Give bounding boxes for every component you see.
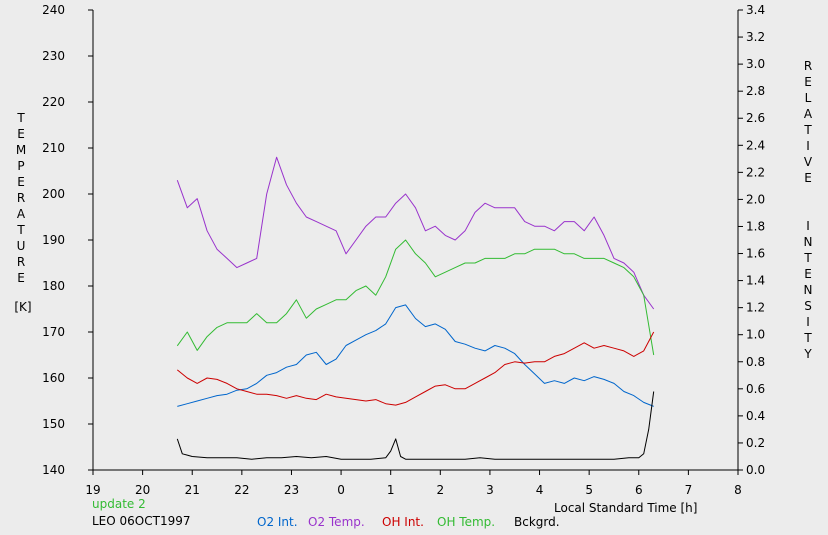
y-left-tick-label: 150 — [42, 417, 65, 431]
x-tick-label: 6 — [635, 483, 643, 497]
x-tick-label: 23 — [284, 483, 299, 497]
y-right-tick-label: 2.4 — [746, 138, 765, 152]
x-tick-label: 5 — [585, 483, 593, 497]
y-left-tick-label: 170 — [42, 325, 65, 339]
y-right-tick-label: 1.8 — [746, 219, 765, 233]
y-left-tick-label: 210 — [42, 141, 65, 155]
x-tick-label: 22 — [234, 483, 249, 497]
y-right-tick-label: 3.2 — [746, 30, 765, 44]
y-left-unit: [K] — [14, 300, 32, 314]
x-tick-label: 8 — [734, 483, 742, 497]
x-tick-label: 3 — [486, 483, 494, 497]
x-tick-label: 21 — [185, 483, 200, 497]
series-layer — [176, 156, 655, 460]
series-line-bckgrd — [176, 391, 655, 460]
y-left-tick-label: 220 — [42, 95, 65, 109]
y-right-tick-label: 3.0 — [746, 57, 765, 71]
y-left-tick-label: 180 — [42, 279, 65, 293]
series-line-oh-temp — [176, 239, 655, 356]
y-right-tick-label: 2.2 — [746, 165, 765, 179]
y-right-tick-label: 0.8 — [746, 355, 765, 369]
series-line-o2-int — [177, 304, 654, 407]
legend-entry-bckgrd: Bckgrd. — [514, 515, 560, 529]
y-left-tick-label: 140 — [42, 463, 65, 477]
y-left-tick-label: 160 — [42, 371, 65, 385]
y-right-tick-label: 2.0 — [746, 192, 765, 206]
y-left-tick-label: 200 — [42, 187, 65, 201]
y-left-tick-label: 190 — [42, 233, 65, 247]
y-right-tick-label: 0.6 — [746, 382, 765, 396]
y-right-tick-label: 1.2 — [746, 301, 765, 315]
x-axis-label: Local Standard Time [h] — [554, 501, 697, 515]
x-tick-label: 7 — [685, 483, 693, 497]
series-line-o2-temp — [176, 156, 655, 310]
y-right-tick-label: 2.6 — [746, 111, 765, 125]
y-right-tick-label: 0.4 — [746, 409, 765, 423]
legend: O2 Int. O2 Temp. OH Int. OH Temp. Bckgrd. — [257, 515, 560, 529]
x-tick-label: 19 — [85, 483, 100, 497]
axis-layer: 1401501601701801902002102202302400.00.20… — [42, 3, 765, 497]
y-left-tick-label: 230 — [42, 49, 65, 63]
series-line-oh-int — [176, 331, 655, 406]
y-right-tick-label: 0.2 — [746, 436, 765, 450]
y-right-tick-label: 1.4 — [746, 274, 765, 288]
y-right-tick-label: 0.0 — [746, 463, 765, 477]
y-right-tick-label: 1.0 — [746, 328, 765, 342]
x-tick-label: 1 — [387, 483, 395, 497]
legend-entry-o2-int: O2 Int. — [257, 515, 298, 529]
plot-area — [93, 10, 738, 470]
station-date-label: LEO 06OCT1997 — [92, 514, 191, 528]
y-right-tick-label: 2.8 — [746, 84, 765, 98]
x-tick-label: 20 — [135, 483, 150, 497]
legend-entry-o2-temp: O2 Temp. — [308, 515, 365, 529]
update-label: update 2 — [92, 497, 146, 511]
legend-entry-oh-int: OH Int. — [382, 515, 424, 529]
x-tick-label: 0 — [337, 483, 345, 497]
x-tick-label: 4 — [536, 483, 544, 497]
legend-entry-oh-temp: OH Temp. — [437, 515, 495, 529]
y-right-tick-label: 3.4 — [746, 3, 765, 17]
x-tick-label: 2 — [436, 483, 444, 497]
y-left-tick-label: 240 — [42, 3, 65, 17]
y-right-tick-label: 1.6 — [746, 247, 765, 261]
